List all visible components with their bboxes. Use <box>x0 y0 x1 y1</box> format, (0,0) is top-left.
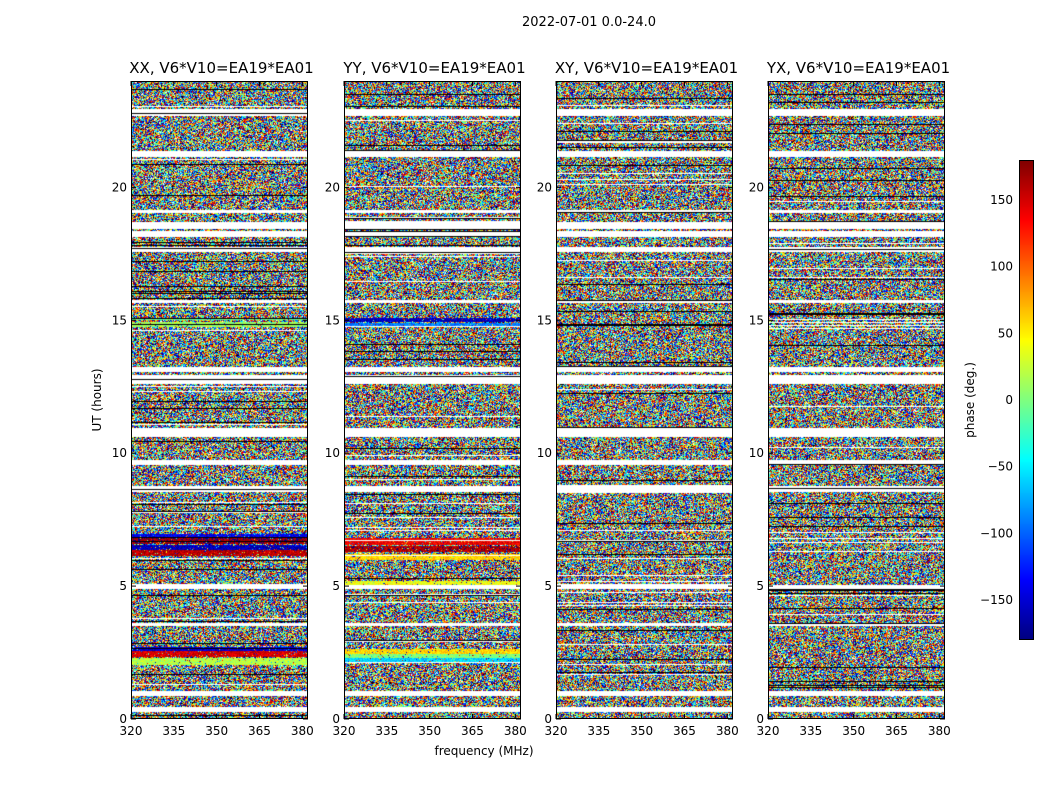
colorbar-tick-label: 100 <box>990 260 1013 274</box>
y-tick-label: 0 <box>119 712 127 726</box>
y-tick-label: 20 <box>112 180 127 194</box>
y-tick-label: 10 <box>537 446 552 460</box>
y-tick-label: 0 <box>756 712 764 726</box>
colorbar-tick-label: −100 <box>980 526 1013 540</box>
y-tick-label: 5 <box>544 579 552 593</box>
x-tick-label: 320 <box>120 724 143 738</box>
colorbar-label: phase (deg.) <box>963 362 977 438</box>
y-tick-label: 20 <box>537 180 552 194</box>
heatmap-xy <box>556 81 733 719</box>
colorbar: phase (deg.) <box>963 160 1034 640</box>
y-tick-label: 20 <box>325 180 340 194</box>
heatmap-xx <box>131 81 308 719</box>
y-tick-label: 10 <box>325 446 340 460</box>
x-tick-label: 335 <box>587 724 610 738</box>
y-tick-label: 10 <box>749 446 764 460</box>
axes-frame-yx <box>768 81 945 719</box>
panel-title-yx: YX, V6*V10=EA19*EA01 <box>766 59 950 77</box>
axis-ticks: 320 335 350 365 380 0 5 10 15 20 320 335 350 365 380 0 5… <box>112 81 1034 738</box>
x-tick-label: 365 <box>673 724 696 738</box>
y-tick-label: 5 <box>119 579 127 593</box>
x-tick-label: 365 <box>885 724 908 738</box>
axes-frame-xx <box>131 81 308 719</box>
figure-title: 2022-07-01 0.0-24.0 <box>522 15 656 30</box>
x-tick-label: 320 <box>333 724 356 738</box>
colorbar-tick-label: 150 <box>990 193 1013 207</box>
x-tick-label: 380 <box>504 724 527 738</box>
x-tick-label: 350 <box>205 724 228 738</box>
x-axis-label: frequency (MHz) <box>434 744 533 758</box>
y-tick-label: 15 <box>537 313 552 327</box>
colorbar-tick-label: −150 <box>980 593 1013 607</box>
panel-xx: XX, V6*V10=EA19*EA01 <box>129 59 314 719</box>
colorbar-gradient <box>1019 160 1034 640</box>
colorbar-frame <box>1019 160 1034 640</box>
heatmap-yy <box>344 81 521 719</box>
x-tick-label: 350 <box>842 724 865 738</box>
panel-title-yy: YY, V6*V10=EA19*EA01 <box>342 59 525 77</box>
x-tick-label: 380 <box>928 724 951 738</box>
y-tick-label: 0 <box>544 712 552 726</box>
axes-frame-xy <box>556 81 733 719</box>
x-tick-label: 320 <box>545 724 568 738</box>
y-tick-label: 15 <box>325 313 340 327</box>
x-tick-label: 365 <box>248 724 271 738</box>
y-tick-label: 5 <box>332 579 340 593</box>
axes-frame-yy <box>344 81 521 719</box>
y-tick-label: 15 <box>112 313 127 327</box>
x-tick-label: 350 <box>418 724 441 738</box>
colorbar-tick-label: 50 <box>998 326 1013 340</box>
y-tick-label: 15 <box>749 313 764 327</box>
x-tick-label: 320 <box>757 724 780 738</box>
x-tick-label: 350 <box>630 724 653 738</box>
x-tick-label: 335 <box>375 724 398 738</box>
x-tick-label: 380 <box>716 724 739 738</box>
y-tick-label: 0 <box>332 712 340 726</box>
y-tick-label: 20 <box>749 180 764 194</box>
colorbar-tick-label: 0 <box>1005 393 1013 407</box>
heatmap-yx <box>768 81 945 719</box>
panel-title-xx: XX, V6*V10=EA19*EA01 <box>129 59 313 77</box>
panel-yx: YX, V6*V10=EA19*EA01 <box>766 59 950 719</box>
y-axis-label: UT (hours) <box>90 368 104 431</box>
x-tick-label: 365 <box>461 724 484 738</box>
y-tick-label: 5 <box>756 579 764 593</box>
panel-yy: YY, V6*V10=EA19*EA01 <box>342 59 526 719</box>
x-tick-label: 335 <box>799 724 822 738</box>
x-tick-label: 335 <box>162 724 185 738</box>
colorbar-tick-label: −50 <box>988 460 1013 474</box>
x-tick-label: 380 <box>291 724 314 738</box>
y-tick-label: 10 <box>112 446 127 460</box>
panel-title-xy: XY, V6*V10=EA19*EA01 <box>555 59 738 77</box>
panel-xy: XY, V6*V10=EA19*EA01 <box>555 59 738 719</box>
